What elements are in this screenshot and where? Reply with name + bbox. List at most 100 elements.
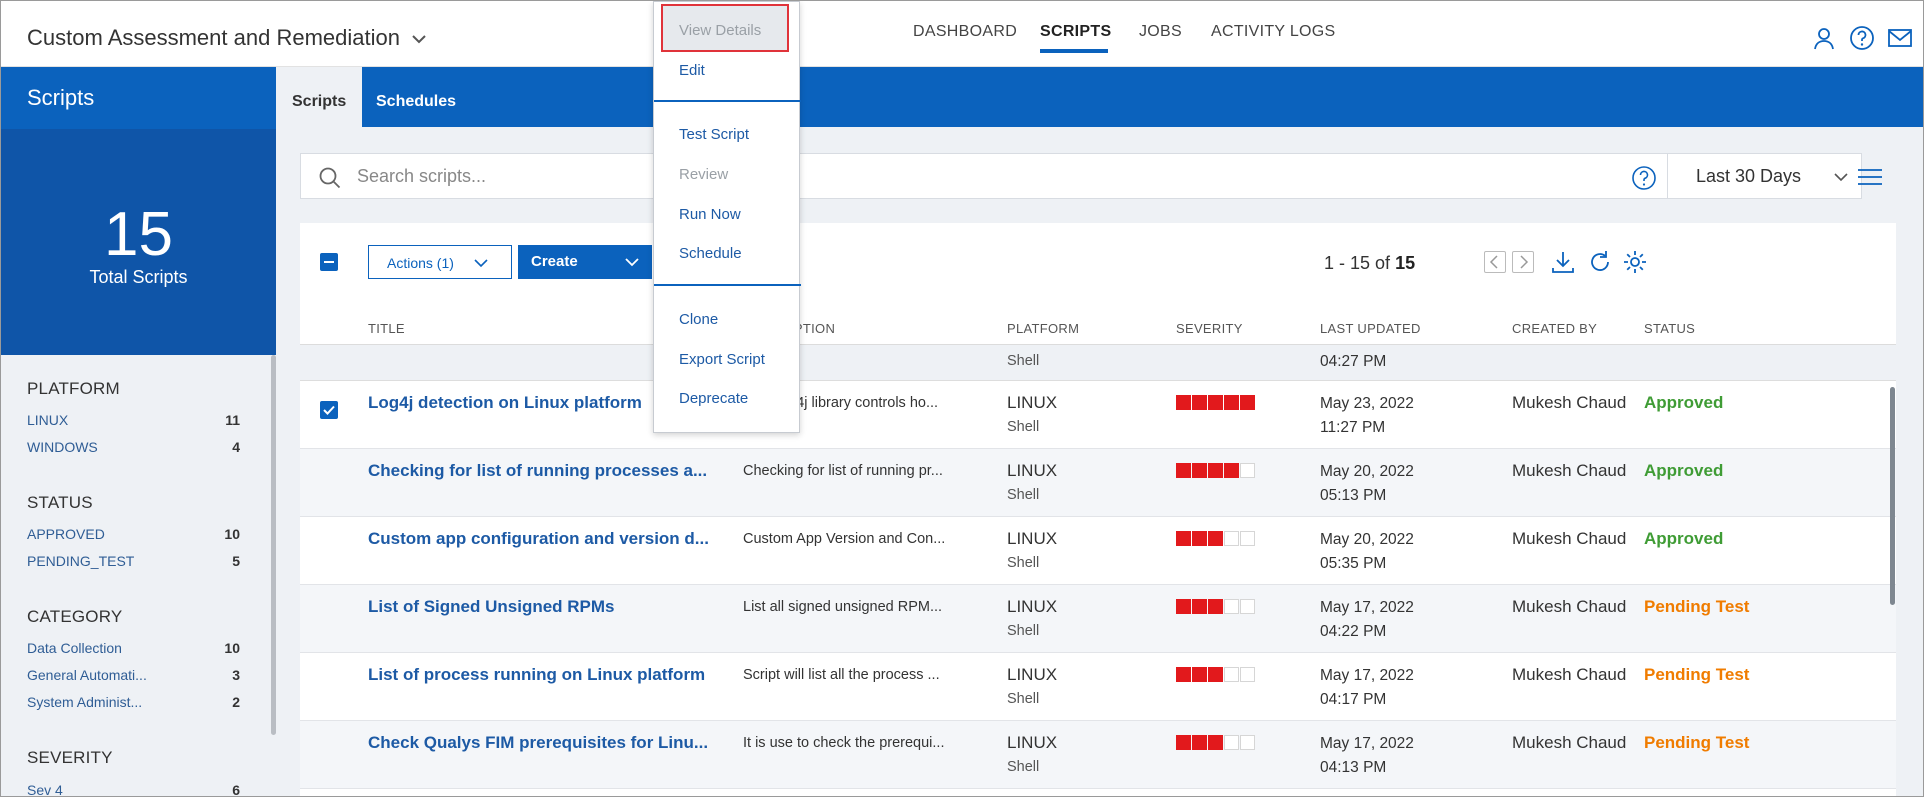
table-row[interactable]: Checking for list of running processes a… <box>300 449 1896 517</box>
row-date: May 17, 2022 <box>1320 599 1414 616</box>
filter-item-approved[interactable]: APPROVED <box>27 526 105 542</box>
row-platform: LINUX <box>1007 461 1058 480</box>
column-platform[interactable]: PLATFORM <box>1007 321 1080 336</box>
nav-active-indicator <box>1040 49 1108 53</box>
severity-block <box>1176 599 1191 614</box>
row-platform-type: Shell <box>1007 487 1040 503</box>
chevron-down-icon[interactable] <box>407 27 431 51</box>
row-platform-type: Shell <box>1007 759 1040 775</box>
nav-dashboard[interactable]: DASHBOARD <box>913 23 1018 40</box>
chevron-left-icon <box>1489 255 1498 269</box>
row-date: May 20, 2022 <box>1320 531 1414 548</box>
date-range-label: Last 30 Days <box>1696 166 1802 186</box>
row-created-by: Mukesh Chaud <box>1512 529 1627 548</box>
column-severity[interactable]: SEVERITY <box>1176 321 1243 336</box>
row-platform: LINUX <box>1007 529 1058 548</box>
actions-dropdown-button[interactable]: Actions (1) <box>368 245 512 279</box>
row-status: Pending Test <box>1644 733 1750 752</box>
row-time: 05:35 PM <box>1320 555 1387 572</box>
severity-block <box>1224 667 1239 682</box>
filter-count: 11 <box>225 412 240 428</box>
nav-jobs[interactable]: JOBS <box>1139 23 1182 40</box>
filter-heading-status: STATUS <box>27 493 93 512</box>
filter-item-system-administration[interactable]: System Administ... <box>27 694 143 710</box>
severity-block <box>1224 395 1239 410</box>
next-page-button[interactable] <box>1512 251 1534 273</box>
mail-icon[interactable] <box>1887 25 1913 51</box>
nav-scripts[interactable]: SCRIPTS <box>1040 23 1112 40</box>
help-icon[interactable] <box>1849 25 1875 51</box>
filter-count: 6 <box>232 782 240 797</box>
table-row[interactable]: Custom app configuration and version d..… <box>300 517 1896 585</box>
severity-block <box>1240 395 1255 410</box>
column-title[interactable]: TITLE <box>368 321 405 336</box>
actions-context-menu: View Details Edit Test Script Review Run… <box>653 1 801 433</box>
filter-item-sev-4[interactable]: Sev 4 <box>27 782 63 797</box>
table-row[interactable]: Log4j detection on Linux platform The Log… <box>300 381 1896 449</box>
table-row[interactable]: List of process running on Linux platfor… <box>300 653 1896 721</box>
row-title-link[interactable]: List of process running on Linux platfor… <box>368 665 706 684</box>
menu-icon[interactable] <box>1856 165 1884 189</box>
refresh-icon[interactable] <box>1587 249 1613 275</box>
row-description: It is use to check the prerequi... <box>743 735 945 751</box>
menu-item-export-script[interactable]: Export Script <box>679 351 765 368</box>
row-title-link[interactable]: List of Signed Unsigned RPMs <box>368 597 615 616</box>
row-status: Pending Test <box>1644 597 1750 616</box>
search-input[interactable] <box>357 162 1257 190</box>
grid-scrollbar[interactable] <box>1890 387 1895 605</box>
filter-item-windows[interactable]: WINDOWS <box>27 439 98 455</box>
menu-item-view-details[interactable]: View Details <box>679 22 762 39</box>
table-row[interactable]: Shell 04:27 PM <box>300 345 1896 381</box>
row-title-link[interactable]: Checking for list of running processes a… <box>368 461 708 480</box>
row-description: Script will list all the process ... <box>743 667 940 683</box>
row-checkbox[interactable] <box>320 401 338 419</box>
create-dropdown-button[interactable]: Create <box>518 245 652 279</box>
menu-item-deprecate[interactable]: Deprecate <box>679 390 749 407</box>
download-icon[interactable] <box>1550 249 1576 275</box>
gear-icon[interactable] <box>1622 249 1648 275</box>
select-all-checkbox[interactable] <box>320 253 338 271</box>
row-time: 04:17 PM <box>1320 691 1387 708</box>
top-bar: Custom Assessment and Remediation DASHBO… <box>1 1 1923 67</box>
column-last-updated[interactable]: LAST UPDATED <box>1320 321 1421 336</box>
table-row[interactable]: List of Signed Unsigned RPMs List all sig… <box>300 585 1896 653</box>
tab-scripts[interactable]: Scripts <box>276 67 362 127</box>
row-title-link[interactable]: Custom app configuration and version d..… <box>368 529 709 548</box>
severity-meter <box>1176 531 1256 546</box>
row-title-link[interactable]: Check Qualys FIM prerequisites for Linu.… <box>368 733 709 752</box>
severity-block <box>1240 463 1255 478</box>
app-title[interactable]: Custom Assessment and Remediation <box>27 25 400 50</box>
row-date: May 23, 2022 <box>1320 395 1414 412</box>
menu-item-schedule[interactable]: Schedule <box>679 245 742 262</box>
column-status[interactable]: STATUS <box>1644 321 1696 336</box>
row-date: May 17, 2022 <box>1320 735 1414 752</box>
menu-item-clone[interactable]: Clone <box>679 311 719 328</box>
filter-count: 4 <box>232 439 240 455</box>
total-scripts-count: 15 <box>104 200 173 269</box>
severity-meter <box>1176 667 1256 682</box>
row-title-link[interactable]: Log4j detection on Linux platform <box>368 393 642 412</box>
row-description: List all signed unsigned RPM... <box>743 599 943 615</box>
user-icon[interactable] <box>1811 25 1837 51</box>
menu-item-test-script[interactable]: Test Script <box>679 126 750 143</box>
filter-count: 10 <box>224 640 240 656</box>
nav-activity-logs[interactable]: ACTIVITY LOGS <box>1211 23 1336 40</box>
row-status: Pending Test <box>1644 665 1750 684</box>
menu-item-review[interactable]: Review <box>679 166 729 183</box>
severity-block <box>1240 531 1255 546</box>
filter-item-data-collection[interactable]: Data Collection <box>27 640 122 656</box>
row-time: 04:13 PM <box>1320 759 1387 776</box>
column-created-by[interactable]: CREATED BY <box>1512 321 1598 336</box>
tab-schedules[interactable]: Schedules <box>376 93 457 110</box>
filter-item-pending-test[interactable]: PENDING_TEST <box>27 553 135 569</box>
prev-page-button[interactable] <box>1484 251 1506 273</box>
help-icon[interactable] <box>1631 165 1657 191</box>
filter-item-linux[interactable]: LINUX <box>27 412 69 428</box>
filter-scrollbar[interactable] <box>271 355 276 735</box>
date-range-dropdown[interactable]: Last 30 Days <box>1667 154 1863 198</box>
table-row[interactable]: Check Qualys FIM prerequisites for Linu.… <box>300 721 1896 789</box>
menu-item-run-now[interactable]: Run Now <box>679 206 741 223</box>
menu-item-edit[interactable]: Edit <box>679 62 705 79</box>
filter-item-general-automation[interactable]: General Automati... <box>27 667 147 683</box>
